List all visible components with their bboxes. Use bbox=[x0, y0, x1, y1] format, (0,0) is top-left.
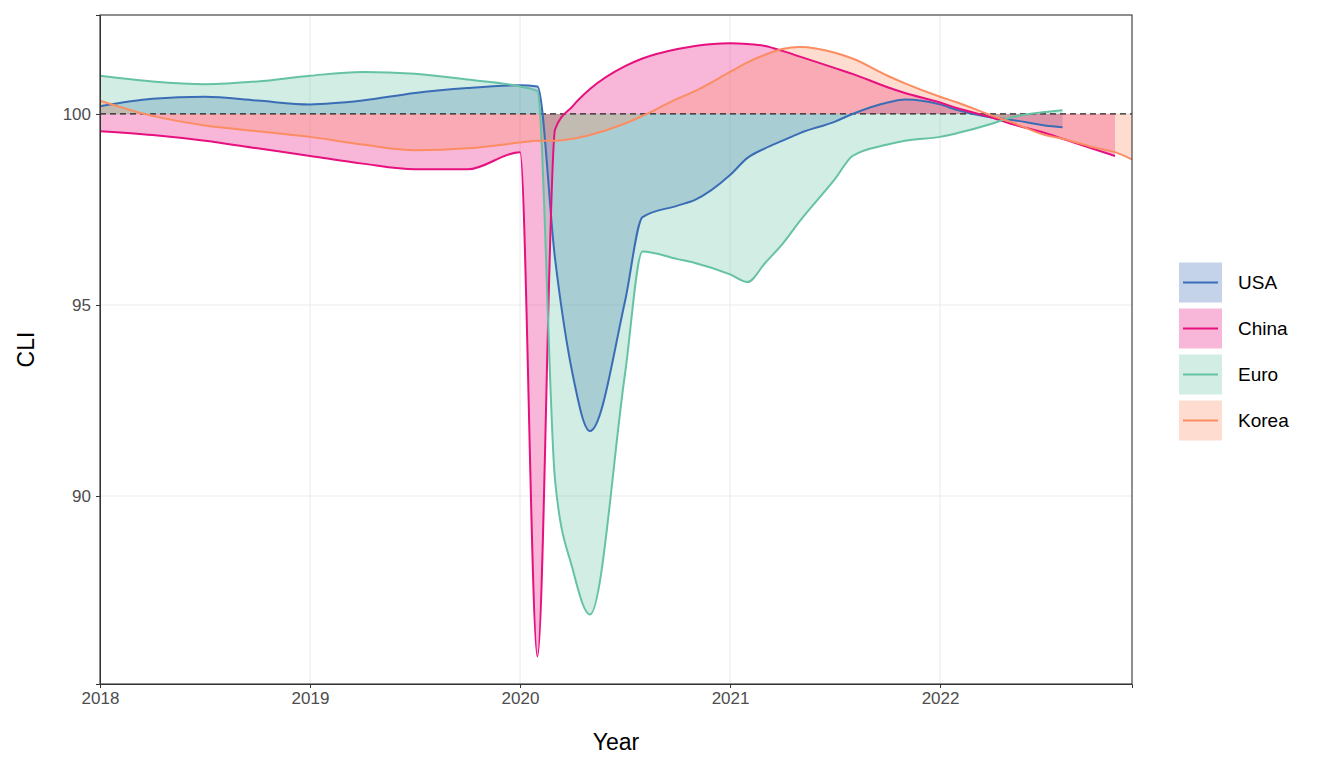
legend-key bbox=[1179, 263, 1222, 303]
x-tick: 2022 bbox=[922, 684, 960, 708]
x-tick: 2019 bbox=[292, 684, 330, 708]
grid-line-y bbox=[100, 495, 1132, 496]
y-tick-label: 95 bbox=[72, 296, 91, 315]
x-tick-mark bbox=[520, 684, 521, 688]
panel-background bbox=[100, 15, 1132, 684]
legend-item: China bbox=[1179, 309, 1288, 349]
y-axis-line bbox=[96, 16, 101, 685]
y-axis-title: CLI bbox=[13, 332, 39, 368]
x-tick-label: 2022 bbox=[922, 689, 960, 708]
legend-item: Euro bbox=[1179, 355, 1278, 395]
series-line bbox=[100, 72, 1062, 615]
series-area bbox=[100, 72, 1062, 615]
x-axis: 2018 2019 2020 2021 2022 bbox=[82, 684, 1133, 708]
panel-border bbox=[100, 15, 1132, 684]
x-tick-mark bbox=[940, 684, 941, 688]
x-tick-mark bbox=[730, 684, 731, 688]
x-axis-line bbox=[101, 685, 1133, 689]
x-tick: 2020 bbox=[502, 684, 540, 708]
y-tick: 100 bbox=[63, 105, 100, 124]
legend-item: USA bbox=[1179, 263, 1277, 303]
grid bbox=[100, 15, 1132, 684]
plot: 2018 2019 2020 2021 2022 90 95 100 bbox=[63, 15, 1133, 708]
x-tick-label: 2019 bbox=[292, 689, 330, 708]
y-tick-mark bbox=[96, 305, 100, 306]
legend-key bbox=[1179, 401, 1222, 441]
y-tick-mark bbox=[96, 496, 100, 497]
series-line bbox=[100, 43, 1115, 656]
legend-label: Korea bbox=[1238, 410, 1289, 431]
legend-key-line bbox=[1183, 420, 1218, 422]
series-area bbox=[100, 47, 1132, 160]
y-tick: 95 bbox=[72, 296, 100, 315]
legend-key-line bbox=[1183, 374, 1218, 376]
legend-label: Euro bbox=[1238, 364, 1278, 385]
y-axis: 90 95 100 bbox=[63, 16, 101, 685]
series-layer bbox=[100, 43, 1132, 656]
legend-key-line bbox=[1183, 282, 1218, 284]
y-tick-label: 90 bbox=[72, 487, 91, 506]
legend-item: Korea bbox=[1179, 401, 1289, 441]
x-tick-label: 2020 bbox=[502, 689, 540, 708]
x-tick: 2021 bbox=[712, 684, 750, 708]
x-tick-label: 2021 bbox=[712, 689, 750, 708]
x-tick-mark bbox=[310, 684, 311, 688]
y-tick-label: 100 bbox=[63, 105, 91, 124]
series-area bbox=[100, 43, 1115, 656]
x-tick: 2018 bbox=[82, 684, 120, 708]
x-tick-label: 2018 bbox=[82, 689, 120, 708]
y-tick-mark bbox=[96, 114, 100, 115]
y-tick: 90 bbox=[72, 487, 100, 506]
legend: USA China Euro Korea bbox=[1179, 263, 1289, 441]
chart: 2018 2019 2020 2021 2022 90 95 100 Year CLI USA Chi… bbox=[0, 0, 1344, 768]
legend-key-line bbox=[1183, 328, 1218, 330]
series-line bbox=[100, 47, 1132, 160]
x-axis-title: Year bbox=[593, 729, 640, 755]
legend-label: USA bbox=[1238, 272, 1277, 293]
legend-label: China bbox=[1238, 318, 1288, 339]
legend-key bbox=[1179, 309, 1222, 349]
legend-key bbox=[1179, 355, 1222, 395]
